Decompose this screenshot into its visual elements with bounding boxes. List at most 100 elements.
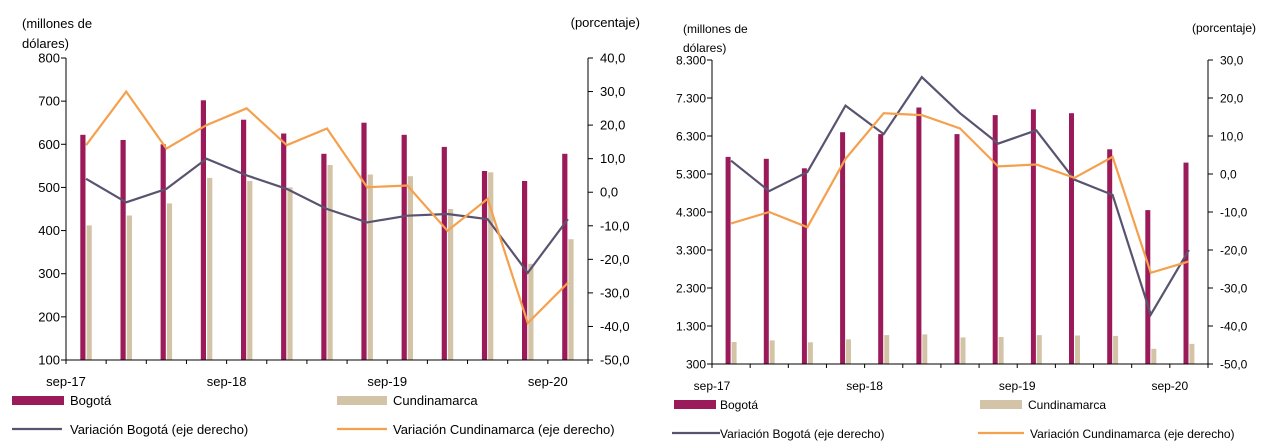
left-tick-label: 1.300 bbox=[676, 320, 706, 334]
bar-bogot--10 bbox=[481, 171, 488, 360]
bar-cundinamarca-2 bbox=[166, 203, 173, 360]
left-tick-label: 8.300 bbox=[676, 54, 706, 68]
right-tick-label: 30,0 bbox=[600, 84, 625, 99]
left-tick-label: 500 bbox=[38, 180, 60, 195]
x-tick-label: sep-19 bbox=[999, 379, 1036, 393]
x-tick-label: sep-17 bbox=[46, 374, 86, 389]
right-axis-title: (porcentaje) bbox=[1192, 21, 1256, 35]
bar-bogot--4 bbox=[241, 119, 247, 360]
x-tick-label: sep-20 bbox=[1151, 379, 1188, 393]
right-tick-label: -40,0 bbox=[600, 319, 630, 334]
left-tick-label: 100 bbox=[38, 353, 60, 368]
left-tick-label: 300 bbox=[38, 266, 60, 281]
line-series-3 bbox=[730, 112, 1190, 275]
bar-cundinamarca-5 bbox=[287, 187, 293, 360]
left-tick-label: 600 bbox=[38, 137, 60, 152]
bar-bogot--5 bbox=[916, 107, 922, 364]
legend-label: Variación Bogotá (eje derecho) bbox=[70, 422, 248, 437]
bar-bogot--12 bbox=[562, 153, 568, 360]
right-tick-label: 0,0 bbox=[1220, 168, 1237, 182]
right-tick-label: -50,0 bbox=[1220, 358, 1248, 372]
bar-bogot--11 bbox=[522, 181, 528, 360]
bar-bogot--6 bbox=[321, 153, 327, 360]
bar-cundinamarca-12 bbox=[568, 239, 574, 360]
left-tick-label: 200 bbox=[38, 309, 60, 324]
left-tick-label: 7.300 bbox=[676, 92, 706, 106]
legend-label: Cundinamarca bbox=[393, 393, 478, 408]
bar-cundinamarca-7 bbox=[998, 337, 1004, 364]
bar-cundinamarca-0 bbox=[86, 225, 92, 360]
right-tick-label: -30,0 bbox=[600, 285, 630, 300]
bar-bogot--9 bbox=[441, 146, 447, 360]
right-tick-label: 0,0 bbox=[600, 185, 618, 200]
right-tick-label: 10,0 bbox=[1220, 130, 1244, 144]
bar-cundinamarca-9 bbox=[1075, 335, 1080, 364]
legend-label: Variación Cundinamarca (eje derecho) bbox=[393, 422, 615, 437]
bar-cundinamarca-4 bbox=[247, 181, 253, 360]
bar-bogot--3 bbox=[840, 132, 846, 364]
bar-cundinamarca-6 bbox=[327, 165, 333, 360]
right-tick-label: -50,0 bbox=[600, 353, 630, 368]
bar-bogot--1 bbox=[120, 140, 126, 360]
legend-swatch-0 bbox=[674, 400, 716, 409]
x-tick-label: sep-18 bbox=[846, 379, 883, 393]
bar-bogot--10 bbox=[1107, 149, 1113, 364]
bar-bogot--0 bbox=[80, 134, 86, 360]
bar-bogot--5 bbox=[281, 133, 287, 360]
bar-cundinamarca-8 bbox=[407, 176, 413, 360]
bar-cundinamarca-10 bbox=[1113, 335, 1119, 364]
right-tick-label: -20,0 bbox=[600, 252, 630, 267]
x-tick-label: sep-17 bbox=[694, 379, 731, 393]
left-tick-label: 5.300 bbox=[676, 168, 706, 182]
line-series-2 bbox=[85, 157, 569, 275]
bar-cundinamarca-6 bbox=[960, 337, 966, 364]
legend-swatch-1 bbox=[337, 396, 387, 405]
bar-bogot--11 bbox=[1145, 210, 1151, 364]
bar-cundinamarca-2 bbox=[807, 342, 813, 364]
line-series-2 bbox=[730, 75, 1190, 318]
bar-bogot--4 bbox=[878, 134, 884, 364]
right-tick-label: -20,0 bbox=[1220, 244, 1248, 258]
bar-bogot--7 bbox=[992, 115, 998, 364]
right-axis-title: (porcentaje) bbox=[571, 15, 640, 30]
right-tick-label: -30,0 bbox=[1220, 282, 1248, 296]
left-tick-label: 800 bbox=[38, 51, 60, 66]
bar-bogot--2 bbox=[160, 144, 166, 360]
bar-cundinamarca-3 bbox=[846, 339, 851, 364]
bar-bogot--8 bbox=[401, 134, 407, 360]
left-tick-label: 300 bbox=[686, 358, 706, 372]
bar-cundinamarca-8 bbox=[1036, 335, 1042, 364]
legend-label: Bogotá bbox=[720, 398, 758, 412]
line-series-3 bbox=[85, 89, 569, 326]
bar-cundinamarca-10 bbox=[488, 172, 494, 360]
bar-bogot--9 bbox=[1069, 113, 1074, 364]
left-tick-label: 3.300 bbox=[676, 244, 706, 258]
bar-cundinamarca-1 bbox=[126, 215, 132, 360]
right-tick-label: 40,0 bbox=[600, 51, 625, 66]
legend-label: Variación Cundinamarca (eje derecho) bbox=[1030, 427, 1235, 441]
left-tick-label: 6.300 bbox=[676, 130, 706, 144]
bar-cundinamarca-3 bbox=[207, 177, 213, 360]
x-tick-label: sep-18 bbox=[207, 374, 247, 389]
bar-bogot--7 bbox=[361, 122, 367, 360]
right-tick-label: 30,0 bbox=[1220, 54, 1244, 68]
right-tick-label: -10,0 bbox=[1220, 206, 1248, 220]
bar-cundinamarca-11 bbox=[1151, 348, 1157, 364]
right-tick-label: -40,0 bbox=[1220, 320, 1248, 334]
bar-cundinamarca-5 bbox=[922, 334, 928, 364]
left-axis-title-line-2: dólares) bbox=[22, 36, 69, 51]
legend-label: Variación Bogotá (eje derecho) bbox=[720, 427, 885, 441]
x-tick-label: sep-20 bbox=[528, 374, 568, 389]
left-axis-title-line-2: dólares) bbox=[683, 41, 726, 55]
x-tick-label: sep-19 bbox=[367, 374, 407, 389]
legend-swatch-0 bbox=[12, 396, 64, 405]
left-tick-label: 4.300 bbox=[676, 206, 706, 220]
left-tick-label: 2.300 bbox=[676, 282, 706, 296]
right-tick-label: 10,0 bbox=[600, 151, 625, 166]
bar-cundinamarca-4 bbox=[884, 335, 890, 364]
bar-cundinamarca-9 bbox=[448, 209, 454, 360]
legend-label: Bogotá bbox=[70, 393, 112, 408]
bar-bogot--6 bbox=[954, 134, 960, 364]
left-axis-title-line-1: (millones de bbox=[683, 22, 748, 36]
